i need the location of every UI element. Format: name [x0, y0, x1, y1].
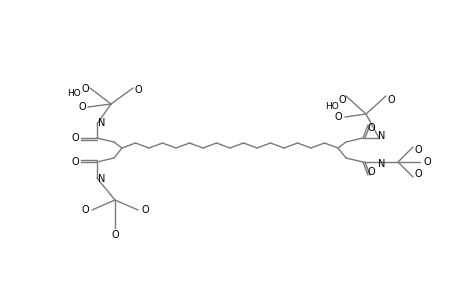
Text: O: O	[413, 169, 421, 179]
Text: O: O	[71, 133, 78, 143]
Text: O: O	[337, 95, 345, 105]
Text: N: N	[98, 174, 106, 184]
Text: N: N	[377, 159, 385, 169]
Text: O: O	[141, 205, 149, 215]
Text: N: N	[98, 118, 106, 128]
Text: O: O	[71, 157, 78, 167]
Text: N: N	[377, 131, 385, 141]
Text: O: O	[333, 112, 341, 122]
Text: O: O	[111, 230, 118, 240]
Text: O: O	[134, 85, 141, 95]
Text: O: O	[366, 123, 374, 133]
Text: O: O	[366, 167, 374, 177]
Text: O: O	[422, 157, 430, 167]
Text: O: O	[78, 102, 86, 112]
Text: O: O	[413, 145, 421, 155]
Text: O: O	[386, 95, 394, 105]
Text: O: O	[81, 84, 89, 94]
Text: HO: HO	[67, 88, 81, 98]
Text: HO: HO	[325, 101, 338, 110]
Text: O: O	[81, 205, 89, 215]
